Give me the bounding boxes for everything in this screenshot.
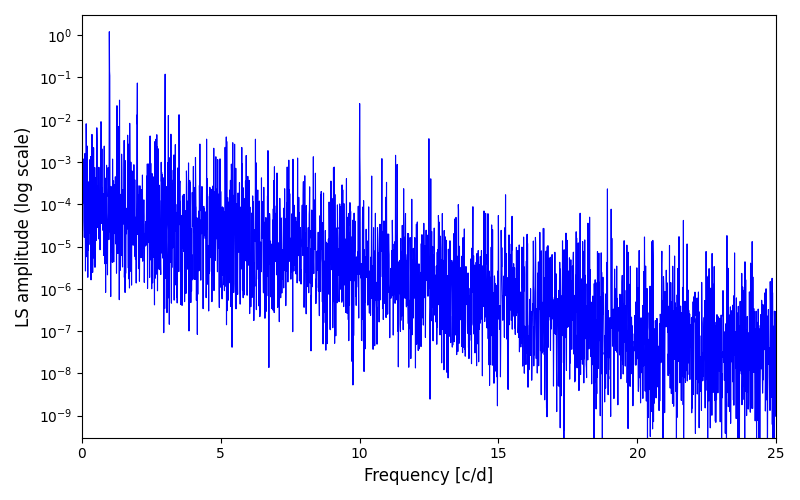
Y-axis label: LS amplitude (log scale): LS amplitude (log scale)	[15, 126, 33, 326]
X-axis label: Frequency [c/d]: Frequency [c/d]	[364, 467, 494, 485]
